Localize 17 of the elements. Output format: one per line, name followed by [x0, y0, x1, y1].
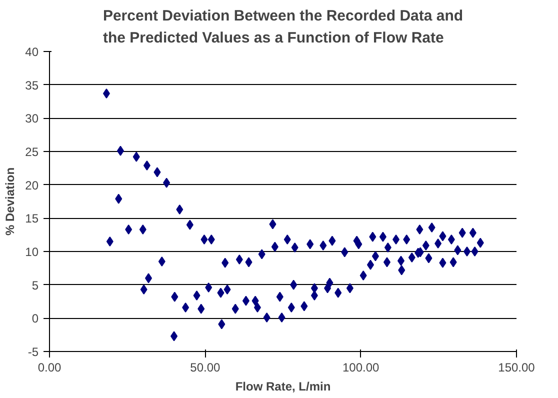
y-tick-label: 35 [25, 78, 39, 92]
y-tick-label: 40 [25, 45, 39, 59]
x-tick-label: 50.00 [190, 360, 221, 374]
y-axis-title: % Deviation [3, 167, 18, 236]
y-tick-label: 25 [25, 145, 39, 159]
chart-title: Percent Deviation Between the Recorded Data and the Predicted Values as a Function of Flow Rate [102, 7, 464, 46]
y-tick-label: -5 [28, 345, 39, 359]
y-tick-label: 20 [25, 178, 39, 192]
x-axis-title: Flow Rate, L/min [235, 380, 331, 394]
y-tick-label: 30 [25, 112, 39, 126]
y-tick-label: 10 [25, 245, 39, 259]
x-tick-label: 150.00 [498, 360, 536, 374]
x-tick-label: 100.00 [342, 360, 380, 374]
y-tick-label: 15 [25, 212, 39, 226]
x-tick-label: 0.00 [38, 360, 62, 374]
y-tick-label: 5 [32, 278, 39, 292]
y-tick-label: 0 [32, 312, 39, 326]
